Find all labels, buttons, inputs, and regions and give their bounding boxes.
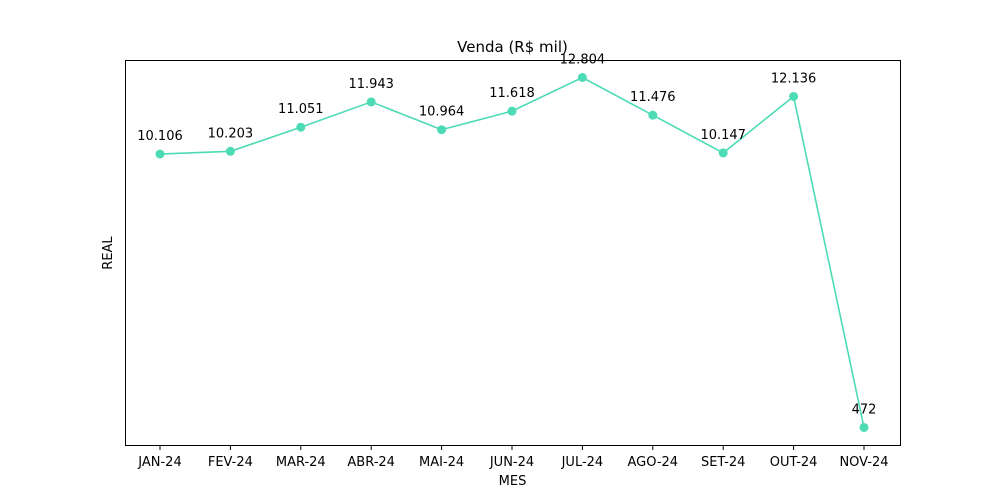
x-tick-label: MAI-24 — [419, 455, 464, 470]
data-label: 11.476 — [630, 90, 676, 105]
x-tick-label: MAR-24 — [276, 455, 326, 470]
data-point-marker — [718, 148, 728, 158]
x-tick-label: JUN-24 — [489, 455, 534, 470]
x-tick-label: NOV-24 — [839, 455, 888, 470]
data-point-marker — [859, 422, 869, 432]
x-tick-label: ABR-24 — [347, 455, 395, 470]
data-label: 12.136 — [771, 71, 817, 86]
x-tick-label: FEV-24 — [208, 455, 253, 470]
y-axis-label: REAL — [101, 236, 116, 270]
series-line — [159, 76, 865, 428]
data-label: 472 — [852, 402, 877, 417]
data-point-marker — [507, 106, 517, 116]
data-point-marker — [155, 149, 165, 159]
plot-frame — [125, 60, 901, 446]
data-point-marker — [437, 125, 447, 135]
x-tick-label: AGO-24 — [628, 455, 679, 470]
data-label: 10.147 — [700, 128, 746, 143]
data-label: 12.804 — [560, 52, 606, 67]
x-tick-label: JUL-24 — [561, 455, 604, 470]
x-tick-label: OUT-24 — [770, 455, 818, 470]
data-label: 10.964 — [419, 105, 465, 120]
x-tick-label: SET-24 — [701, 455, 745, 470]
series-group: 10.106 10.203 11.051 11.943 10.964 11.618 12.8… — [137, 52, 876, 432]
x-ticks: JAN-24 FEV-24 MAR-24 ABR-24 MAI-24 JUN-24 JUL-… — [137, 445, 889, 470]
data-point-marker — [648, 110, 658, 120]
data-label: 11.051 — [278, 102, 324, 117]
x-tick-label: JAN-24 — [137, 455, 181, 470]
data-point-marker — [789, 91, 799, 101]
data-point-marker — [296, 122, 306, 132]
data-label: 11.618 — [489, 86, 535, 101]
chart-title: Venda (R$ mil) — [457, 38, 568, 56]
data-label: 11.943 — [348, 77, 394, 92]
data-label: 10.203 — [208, 126, 254, 141]
x-axis-label: MES — [499, 474, 527, 489]
data-point-marker — [366, 97, 376, 107]
data-point-marker — [225, 146, 235, 156]
data-label: 10.106 — [137, 129, 183, 144]
data-point-marker — [577, 72, 587, 82]
